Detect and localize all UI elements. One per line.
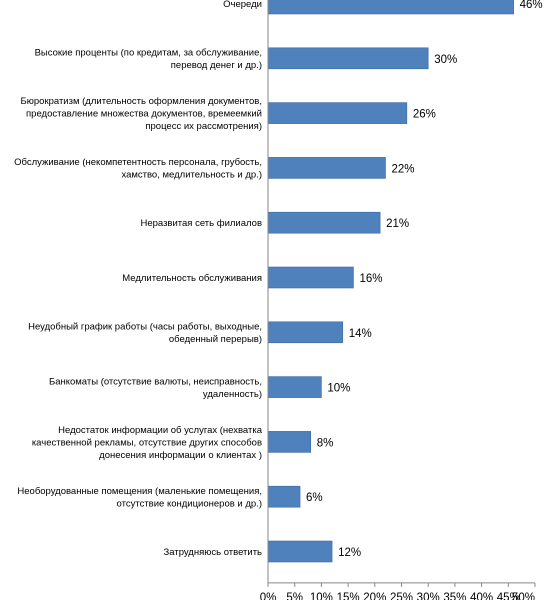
- category-label-10: Затрудняюсь ответить: [164, 547, 263, 558]
- value-label-0: 46%: [520, 0, 543, 11]
- value-label-5: 16%: [359, 273, 382, 285]
- category-label-9: Необорудованные помещения (маленькие пом…: [17, 486, 262, 510]
- x-tick-label-7: 35%: [443, 592, 466, 600]
- x-tick-label-1: 5%: [286, 592, 303, 600]
- x-tick-label-3: 15%: [337, 592, 360, 600]
- value-label-9: 6%: [306, 492, 323, 504]
- value-label-1: 30%: [434, 54, 457, 66]
- bar-3: [267, 157, 386, 179]
- bar-7: [267, 376, 322, 398]
- value-label-10: 12%: [338, 547, 361, 559]
- x-tick-label-6: 30%: [417, 592, 440, 600]
- value-label-2: 26%: [413, 109, 436, 121]
- category-label-8: Недостаток информации об услугах (нехват…: [32, 425, 263, 461]
- value-label-6: 14%: [349, 328, 372, 340]
- category-label-7: Банкоматы (отсутствие валюты, неисправно…: [49, 376, 262, 400]
- category-label-6: Неудобный график работы (часы работы, вы…: [28, 322, 262, 346]
- bar-4: [267, 211, 381, 234]
- x-tick-label-5: 25%: [390, 592, 413, 600]
- bar-2: [267, 102, 408, 124]
- category-label-4: Неразвитая сеть филиалов: [140, 218, 262, 229]
- x-tick-label-2: 10%: [310, 592, 333, 600]
- bar-6: [267, 321, 344, 344]
- x-tick-label-8: 40%: [470, 592, 493, 600]
- x-tick-label-10: 50%: [512, 592, 535, 600]
- category-label-3: Обслуживание (некомпетентность персонала…: [14, 157, 262, 181]
- bar-1: [267, 47, 429, 70]
- bar-10: [267, 540, 333, 563]
- bar-0: [267, 0, 514, 15]
- value-label-7: 10%: [327, 383, 350, 395]
- bar-5: [267, 266, 354, 289]
- x-tick-label-9: 45%: [497, 592, 520, 600]
- x-tick-label-4: 20%: [363, 592, 386, 600]
- value-label-4: 21%: [386, 218, 409, 230]
- category-label-5: Медлительность обслуживания: [122, 273, 262, 284]
- bar-9: [267, 485, 301, 508]
- bar-8: [267, 431, 312, 453]
- x-tick-label-0: 0%: [260, 592, 277, 600]
- value-label-3: 22%: [391, 163, 414, 175]
- value-label-8: 8%: [317, 437, 334, 449]
- category-label-2: Бюрократизм (длительность оформления док…: [21, 96, 262, 132]
- category-label-1: Высокие проценты (по кредитам, за обслуж…: [35, 48, 262, 72]
- category-label-0: Очереди: [223, 0, 262, 10]
